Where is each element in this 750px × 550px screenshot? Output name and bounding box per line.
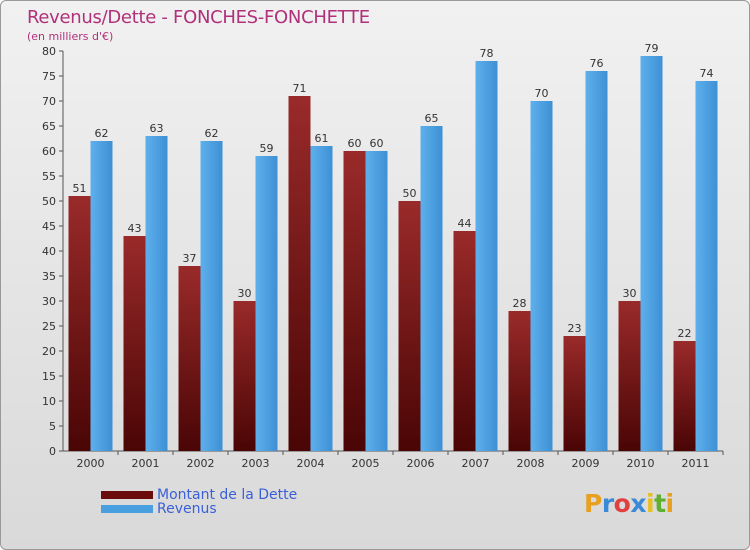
bar-dette [178, 266, 201, 451]
x-tick-label: 2007 [462, 457, 490, 470]
y-tick-label: 80 [42, 45, 56, 58]
bar-dette [123, 236, 146, 451]
y-tick-label: 50 [42, 195, 56, 208]
x-tick-label: 2009 [572, 457, 600, 470]
data-label-dette: 50 [403, 187, 417, 200]
data-label-dette: 22 [678, 327, 692, 340]
bar-revenus [200, 141, 223, 451]
x-tick-label: 2000 [77, 457, 105, 470]
x-tick-label: 2010 [627, 457, 655, 470]
y-tick-label: 65 [42, 120, 56, 133]
logo-letter: o [613, 489, 631, 518]
logo-letter: i [665, 489, 675, 518]
data-label-revenus: 62 [95, 127, 109, 140]
logo-letter: r [601, 489, 614, 518]
y-tick-label: 15 [42, 370, 56, 383]
bar-dette [673, 341, 696, 451]
x-tick-label: 2002 [187, 457, 215, 470]
data-label-revenus: 70 [535, 87, 549, 100]
x-tick-label: 2011 [682, 457, 710, 470]
bar-revenus [695, 81, 718, 451]
bar-revenus [420, 126, 443, 451]
data-label-revenus: 63 [150, 122, 164, 135]
data-label-dette: 44 [458, 217, 472, 230]
chart-subtitle: (en milliers d'€) [27, 30, 114, 43]
bar-dette [453, 231, 476, 451]
y-tick-label: 60 [42, 145, 56, 158]
proxiti-logo: Proxiti [584, 489, 674, 518]
bar-revenus [255, 156, 278, 451]
legend-item-dette: Montant de la Dette [101, 487, 297, 503]
bar-revenus [365, 151, 388, 451]
y-tick-label: 25 [42, 320, 56, 333]
bar-dette [288, 96, 311, 451]
logo-letter: t [654, 489, 666, 518]
bar-dette [233, 301, 256, 451]
data-label-revenus: 59 [260, 142, 274, 155]
data-label-revenus: 76 [590, 57, 604, 70]
y-tick-label: 10 [42, 395, 56, 408]
legend-swatch-revenus [101, 505, 153, 513]
x-tick-label: 2004 [297, 457, 325, 470]
y-tick-label: 70 [42, 95, 56, 108]
y-tick-label: 0 [49, 445, 56, 458]
y-tick-label: 20 [42, 345, 56, 358]
legend-item-revenus: Revenus [101, 501, 217, 517]
bar-dette [343, 151, 366, 451]
data-label-revenus: 65 [425, 112, 439, 125]
bar-revenus [310, 146, 333, 451]
bar-dette [563, 336, 586, 451]
y-tick-label: 55 [42, 170, 56, 183]
y-tick-label: 35 [42, 270, 56, 283]
data-label-dette: 30 [238, 287, 252, 300]
x-tick-label: 2001 [132, 457, 160, 470]
y-tick-label: 30 [42, 295, 56, 308]
x-tick-label: 2003 [242, 457, 270, 470]
data-label-revenus: 74 [700, 67, 714, 80]
bar-dette [398, 201, 421, 451]
data-label-revenus: 61 [315, 132, 329, 145]
data-label-revenus: 60 [370, 137, 384, 150]
y-tick-label: 5 [49, 420, 56, 433]
bar-dette [618, 301, 641, 451]
data-label-dette: 37 [183, 252, 197, 265]
bar-revenus [585, 71, 608, 451]
bar-revenus [475, 61, 498, 451]
logo-letter: x [630, 489, 646, 518]
bar-revenus [530, 101, 553, 451]
bar-revenus [145, 136, 168, 451]
x-tick-label: 2008 [517, 457, 545, 470]
data-label-dette: 30 [623, 287, 637, 300]
bar-dette [68, 196, 91, 451]
bar-dette [508, 311, 531, 451]
legend-swatch-dette [101, 491, 153, 499]
x-tick-label: 2006 [407, 457, 435, 470]
logo-letter: i [646, 489, 655, 518]
data-label-dette: 71 [293, 82, 307, 95]
chart-title: Revenus/Dette - FONCHES-FONCHETTE [27, 7, 370, 28]
legend-label-revenus: Revenus [157, 501, 217, 517]
data-label-dette: 23 [568, 322, 582, 335]
data-label-revenus: 78 [480, 47, 494, 60]
data-label-dette: 60 [348, 137, 362, 150]
bar-revenus [90, 141, 113, 451]
data-label-dette: 28 [513, 297, 527, 310]
data-label-revenus: 79 [645, 42, 659, 55]
data-label-revenus: 62 [205, 127, 219, 140]
y-tick-label: 40 [42, 245, 56, 258]
y-tick-label: 75 [42, 70, 56, 83]
logo-letter: P [584, 489, 602, 518]
legend-label-dette: Montant de la Dette [157, 487, 298, 503]
bar-revenus [640, 56, 663, 451]
data-label-dette: 43 [128, 222, 142, 235]
y-tick-label: 45 [42, 220, 56, 233]
x-tick-label: 2005 [352, 457, 380, 470]
data-label-dette: 51 [73, 182, 87, 195]
